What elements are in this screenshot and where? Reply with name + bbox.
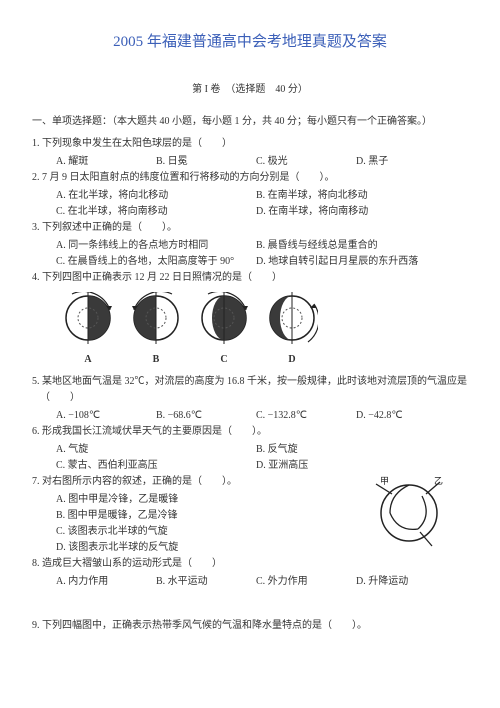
q1-opt-a: A. 耀斑 xyxy=(56,154,156,170)
q3-opt-a: A. 同一条纬线上的各点地方时相同 xyxy=(56,238,256,254)
question-6-stem: 6. 形成我国长江流域伏旱天气的主要原因是（ ）。 xyxy=(32,424,468,440)
question-2-stem: 2. 7 月 9 日太阳直射点的纬度位置和行将移动的方向分别是（ ）。 xyxy=(32,170,468,186)
q6-opt-d: D. 亚洲高压 xyxy=(256,458,456,474)
page-title: 2005 年福建普通高中会考地理真题及答案 xyxy=(32,30,468,54)
globe-c-wrap: C xyxy=(198,292,250,368)
question-2-options: A. 在北半球，将向北移动 B. 在南半球，将向北移动 C. 在北半球，将向南移… xyxy=(32,188,468,220)
q2-opt-b: B. 在南半球，将向北移动 xyxy=(256,188,456,204)
section-header: 第 I 卷 （选择题 40 分） xyxy=(32,82,468,98)
q3-opt-c: C. 在晨昏线上的各地，太阳高度等于 90° xyxy=(56,254,256,270)
globe-a-icon xyxy=(62,292,114,344)
question-6-options: A. 气旋 B. 反气旋 C. 蒙古、西伯利亚高压 D. 亚洲高压 xyxy=(32,442,468,474)
globe-b-wrap: B xyxy=(130,292,182,368)
question-1-stem: 1. 下列现象中发生在太阳色球层的是（ ） xyxy=(32,136,468,152)
globe-a-wrap: A xyxy=(62,292,114,368)
question-1-options: A. 耀斑 B. 日冕 C. 极光 D. 黑子 xyxy=(32,154,468,170)
globe-c-icon xyxy=(198,292,250,344)
globe-d-icon xyxy=(266,292,318,344)
q3-opt-b: B. 晨昏线与经线总是重合的 xyxy=(256,238,456,254)
svg-text:乙: 乙 xyxy=(434,476,443,486)
globe-d-wrap: D xyxy=(266,292,318,368)
spacer xyxy=(32,590,468,618)
question-9-stem: 9. 下列四幅图中，正确表示热带季风气候的气温和降水量特点的是（ ）。 xyxy=(32,618,468,634)
globe-d-label: D xyxy=(266,352,318,368)
q6-opt-a: A. 气旋 xyxy=(56,442,256,458)
q5-opt-b: B. −68.6℃ xyxy=(156,408,256,424)
section-intro: 一、单项选择题：（本大题共 40 小题，每小题 1 分，共 40 分；每小题只有… xyxy=(32,114,468,130)
q3-opt-d: D. 地球自转引起日月星辰的东升西落 xyxy=(256,254,456,270)
svg-text:甲: 甲 xyxy=(380,476,389,486)
q8-opt-b: B. 水平运动 xyxy=(156,574,256,590)
globe-a-label: A xyxy=(62,352,114,368)
globe-c-label: C xyxy=(198,352,250,368)
q2-opt-a: A. 在北半球，将向北移动 xyxy=(56,188,256,204)
q1-opt-b: B. 日冕 xyxy=(156,154,256,170)
question-8-options: A. 内力作用 B. 水平运动 C. 外力作用 D. 升降运动 xyxy=(32,574,468,590)
question-4-diagrams: A B C D xyxy=(32,292,468,368)
question-4-stem: 4. 下列四图中正确表示 12 月 22 日日照情况的是（ ） xyxy=(32,270,468,286)
question-8-stem: 8. 造成巨大褶皱山系的运动形式是（ ） xyxy=(32,556,468,572)
q6-opt-c: C. 蒙古、西伯利亚高压 xyxy=(56,458,256,474)
q6-opt-b: B. 反气旋 xyxy=(256,442,456,458)
q8-opt-d: D. 升降运动 xyxy=(356,574,456,590)
q2-opt-c: C. 在北半球，将向南移动 xyxy=(56,204,256,220)
q5-opt-a: A. −108℃ xyxy=(56,408,156,424)
question-3-options: A. 同一条纬线上的各点地方时相同 B. 晨昏线与经线总是重合的 C. 在晨昏线… xyxy=(32,238,468,270)
q1-opt-c: C. 极光 xyxy=(256,154,356,170)
q5-opt-c: C. −132.8℃ xyxy=(256,408,356,424)
question-5-options: A. −108℃ B. −68.6℃ C. −132.8℃ D. −42.8℃ xyxy=(32,408,468,424)
question-5-stem: 5. 某地区地面气温是 32℃，对流层的高度为 16.8 千米，按一般规律，此时… xyxy=(32,374,468,406)
globe-b-label: B xyxy=(130,352,182,368)
q5-opt-d: D. −42.8℃ xyxy=(356,408,456,424)
cyclone-diagram-icon: 甲 乙 xyxy=(370,474,448,552)
q8-opt-c: C. 外力作用 xyxy=(256,574,356,590)
q8-opt-a: A. 内力作用 xyxy=(56,574,156,590)
q1-opt-d: D. 黑子 xyxy=(356,154,456,170)
globe-b-icon xyxy=(130,292,182,344)
question-3-stem: 3. 下列叙述中正确的是（ ）。 xyxy=(32,220,468,236)
q2-opt-d: D. 在南半球，将向南移动 xyxy=(256,204,456,220)
